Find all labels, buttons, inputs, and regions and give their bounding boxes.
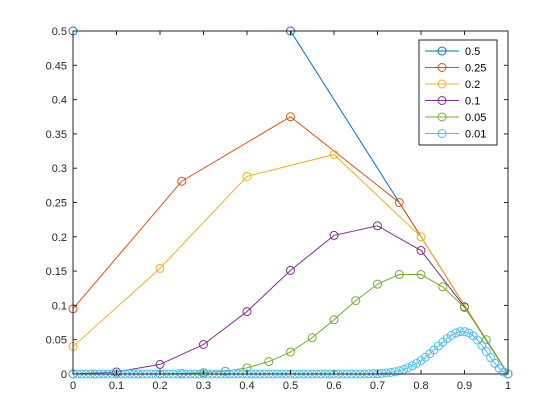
legend-item: 0.01 [425, 129, 486, 141]
data-point [286, 112, 295, 122]
series-line [73, 274, 509, 375]
data-point [486, 353, 496, 363]
data-point [403, 363, 413, 373]
legend-label: 0.1 [465, 96, 480, 108]
y-tick-label: 0.15 [46, 266, 67, 278]
x-tick-label: 0.6 [326, 380, 341, 392]
x-axis: 0 0.1 0.2 0.3 0.4 0.5 0.6 0.7 0.8 0.9 1 [70, 31, 511, 392]
data-point [242, 171, 252, 181]
data-point [381, 368, 391, 378]
data-point [329, 315, 339, 325]
data-point [460, 302, 469, 312]
data-point [286, 347, 295, 357]
legend-item: 0.2 [425, 79, 480, 91]
legend-marker [437, 63, 447, 72]
legend-marker [437, 79, 447, 89]
y-tick-label: 0.25 [46, 198, 67, 210]
data-point [220, 366, 230, 376]
series-0.05 [68, 270, 513, 379]
legend-label: 0.01 [465, 129, 486, 141]
series-line [72, 153, 509, 375]
data-point [446, 330, 456, 340]
data-point [155, 359, 165, 369]
x-tick-label: 0.2 [152, 380, 167, 392]
x-tick-label: 1 [505, 380, 511, 392]
y-tick-label: 0.4 [52, 95, 67, 107]
y-tick-label: 0.1 [52, 300, 67, 312]
x-tick-label: 0 [70, 380, 76, 392]
data-point [460, 327, 469, 337]
legend-item: 0.05 [425, 112, 486, 124]
data-point [177, 176, 187, 186]
legend: 0.5 0.25 0.2 0.1 0.05 0.01 [418, 39, 498, 146]
legend-marker [437, 112, 447, 122]
data-point [477, 340, 487, 350]
legend-item: 0.1 [425, 96, 480, 108]
x-tick-label: 0.4 [239, 380, 254, 392]
series-line [72, 116, 509, 375]
data-point [416, 246, 426, 256]
legend-item: 0.25 [425, 63, 486, 75]
legend-marker [437, 129, 447, 138]
y-tick-label: 0.35 [46, 129, 67, 141]
x-tick-label: 0.5 [283, 380, 298, 392]
legend-marker [437, 46, 447, 56]
data-point [329, 230, 339, 240]
x-tick-label: 0.7 [370, 380, 385, 392]
plot-area [68, 26, 513, 379]
legend-marker [437, 96, 447, 105]
series-0.25 [68, 112, 513, 379]
data-point [455, 327, 465, 337]
y-tick-label: 0.5 [52, 26, 67, 38]
data-point [416, 270, 426, 280]
data-point [390, 367, 400, 377]
data-point [155, 263, 165, 273]
data-point [373, 221, 382, 231]
legend-item: 0.5 [425, 46, 480, 58]
data-point [412, 358, 422, 368]
data-point [416, 232, 426, 242]
data-point [451, 328, 461, 338]
x-tick-label: 0.3 [196, 380, 211, 392]
data-point [399, 364, 409, 374]
data-point [481, 346, 491, 356]
legend-box [418, 39, 498, 146]
y-tick-label: 0.2 [52, 232, 67, 244]
legend-label: 0.25 [465, 63, 486, 75]
legend-label: 0.05 [465, 112, 486, 124]
data-point [242, 307, 252, 317]
data-point [329, 149, 339, 159]
data-point [199, 340, 208, 350]
y-tick-label: 0 [61, 369, 67, 381]
y-tick-label: 0.45 [46, 60, 67, 72]
series-line [72, 225, 509, 375]
data-point [481, 335, 491, 345]
y-tick-label: 0.05 [46, 335, 67, 347]
data-point [373, 279, 382, 289]
data-point [394, 270, 404, 280]
data-point [394, 366, 404, 376]
data-point [394, 198, 404, 207]
series-0.1 [68, 221, 513, 379]
data-point [473, 335, 483, 345]
data-point [438, 282, 448, 292]
series-0.2 [68, 149, 513, 379]
x-tick-label: 0.1 [109, 380, 124, 392]
data-point [307, 333, 317, 343]
data-point [286, 265, 295, 275]
legend-label: 0.5 [465, 46, 480, 58]
data-point [407, 361, 417, 371]
y-tick-label: 0.3 [52, 163, 67, 175]
x-tick-label: 0.8 [413, 380, 428, 392]
legend-label: 0.2 [465, 79, 480, 91]
data-point [264, 357, 274, 367]
x-tick-label: 0.9 [457, 380, 472, 392]
y-axis: 0 0.05 0.1 0.15 0.2 0.25 0.3 0.35 0.4 0.45 0.5 [46, 26, 508, 381]
data-point [351, 296, 361, 306]
data-point [386, 367, 396, 377]
